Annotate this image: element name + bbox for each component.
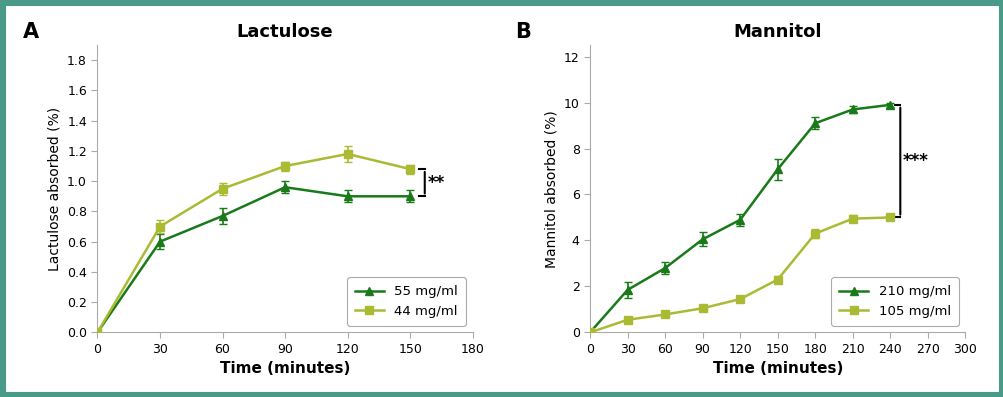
Legend: 55 mg/ml, 44 mg/ml: 55 mg/ml, 44 mg/ml — [347, 278, 465, 326]
Text: A: A — [22, 22, 38, 42]
Text: B: B — [515, 22, 531, 42]
Legend: 210 mg/ml, 105 mg/ml: 210 mg/ml, 105 mg/ml — [830, 278, 958, 326]
Title: Mannitol: Mannitol — [733, 23, 821, 41]
Y-axis label: Mannitol absorbed (%): Mannitol absorbed (%) — [544, 110, 558, 268]
X-axis label: Time (minutes): Time (minutes) — [220, 361, 350, 376]
Y-axis label: Lactulose absorbed (%): Lactulose absorbed (%) — [47, 107, 61, 271]
Text: ***: *** — [903, 152, 928, 170]
Text: **: ** — [427, 174, 444, 192]
X-axis label: Time (minutes): Time (minutes) — [712, 361, 843, 376]
Title: Lactulose: Lactulose — [237, 23, 333, 41]
